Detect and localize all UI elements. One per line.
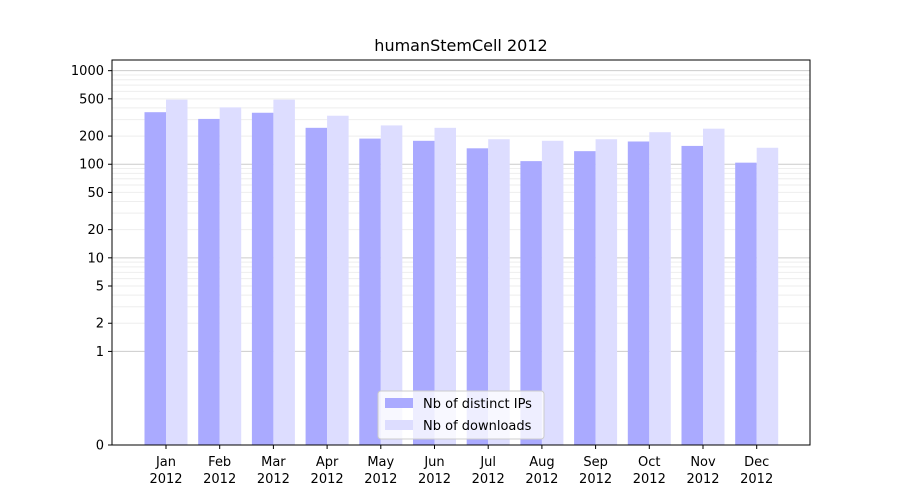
x-tick-label-month: Mar — [261, 455, 286, 470]
x-tick-label-year: 2012 — [418, 472, 451, 487]
bar-downloads — [380, 125, 403, 445]
bar-distinct-ips — [144, 112, 166, 445]
y-tick-label: 5 — [96, 280, 104, 295]
y-axis: 0 1 2 5 10 20 50 100 200 500 1000 — [71, 64, 112, 454]
x-tick-label-month: Dec — [744, 455, 769, 470]
bar-downloads — [219, 107, 242, 445]
legend-swatch-downloads — [385, 420, 413, 430]
x-tick-label-month: Jul — [479, 455, 496, 470]
x-tick-label-month: Jun — [423, 455, 444, 470]
legend-label-downloads: Nb of downloads — [423, 419, 532, 434]
plot-frame — [111, 59, 811, 446]
bar-distinct-ips — [305, 127, 328, 445]
x-tick-label-year: 2012 — [364, 472, 397, 487]
x-tick-label-year: 2012 — [633, 472, 666, 487]
y-tick-label: 1000 — [71, 64, 104, 79]
bar-distinct-ips — [735, 162, 757, 445]
legend-box — [377, 390, 545, 440]
x-tick-label-year: 2012 — [525, 472, 558, 487]
legend-swatch-distinct-ips — [385, 398, 413, 408]
x-tick-label-year: 2012 — [311, 472, 344, 487]
bar-downloads — [166, 99, 188, 445]
x-tick-label-month: Nov — [690, 455, 716, 470]
y-tick-label: 50 — [87, 186, 104, 201]
legend: Nb of distinct IPs Nb of downloads — [377, 390, 545, 440]
x-tick-label-month: Jan — [155, 455, 176, 470]
bar-downloads — [541, 140, 564, 445]
x-axis: Jan 2012 Feb 2012 Mar 2012 Apr 2012 May 2012 Jun 20… — [149, 445, 773, 487]
x-tick-label-month: Feb — [208, 455, 231, 470]
x-tick-label-year: 2012 — [203, 472, 236, 487]
y-tick-label: 500 — [79, 92, 104, 107]
x-tick-label-month: Oct — [638, 455, 660, 470]
bar-downloads — [488, 139, 510, 445]
x-tick-label-month: Sep — [583, 455, 608, 470]
chart-title: humanStemCell 2012 — [374, 36, 547, 55]
x-tick-label-year: 2012 — [686, 472, 719, 487]
bar-downloads — [273, 99, 295, 445]
bar-distinct-ips — [413, 140, 435, 445]
bar-downloads — [595, 139, 618, 445]
bar-downloads — [756, 147, 779, 445]
legend-label-distinct-ips: Nb of distinct IPs — [423, 397, 532, 412]
bar-distinct-ips — [359, 138, 381, 445]
x-tick-label-year: 2012 — [257, 472, 290, 487]
bar-distinct-ips — [574, 151, 596, 446]
x-tick-label-month: May — [367, 455, 394, 470]
x-tick-label-month: Aug — [529, 455, 554, 470]
x-tick-label-year: 2012 — [579, 472, 612, 487]
x-tick-label-year: 2012 — [472, 472, 505, 487]
y-tick-label: 200 — [79, 130, 104, 145]
y-tick-label: 100 — [79, 158, 104, 173]
x-tick-label-month: Apr — [316, 455, 339, 470]
y-tick-label: 10 — [87, 251, 104, 266]
bar-downloads — [434, 127, 456, 445]
bar-downloads — [703, 128, 725, 445]
bar-distinct-ips — [466, 148, 489, 446]
bar-downloads — [649, 132, 671, 445]
y-tick-label: 20 — [87, 223, 104, 238]
y-tick-label: 1 — [96, 345, 104, 360]
bar-distinct-ips — [520, 161, 542, 445]
x-tick-label-year: 2012 — [740, 472, 773, 487]
bar-distinct-ips — [198, 118, 220, 445]
x-tick-label-year: 2012 — [149, 472, 182, 487]
bar-distinct-ips — [681, 145, 703, 445]
y-tick-label: 0 — [96, 439, 104, 454]
bar-distinct-ips — [627, 141, 650, 445]
bar-distinct-ips — [251, 112, 274, 445]
bars-layer — [144, 99, 779, 446]
bar-downloads — [327, 115, 349, 445]
y-tick-label: 2 — [96, 317, 104, 332]
